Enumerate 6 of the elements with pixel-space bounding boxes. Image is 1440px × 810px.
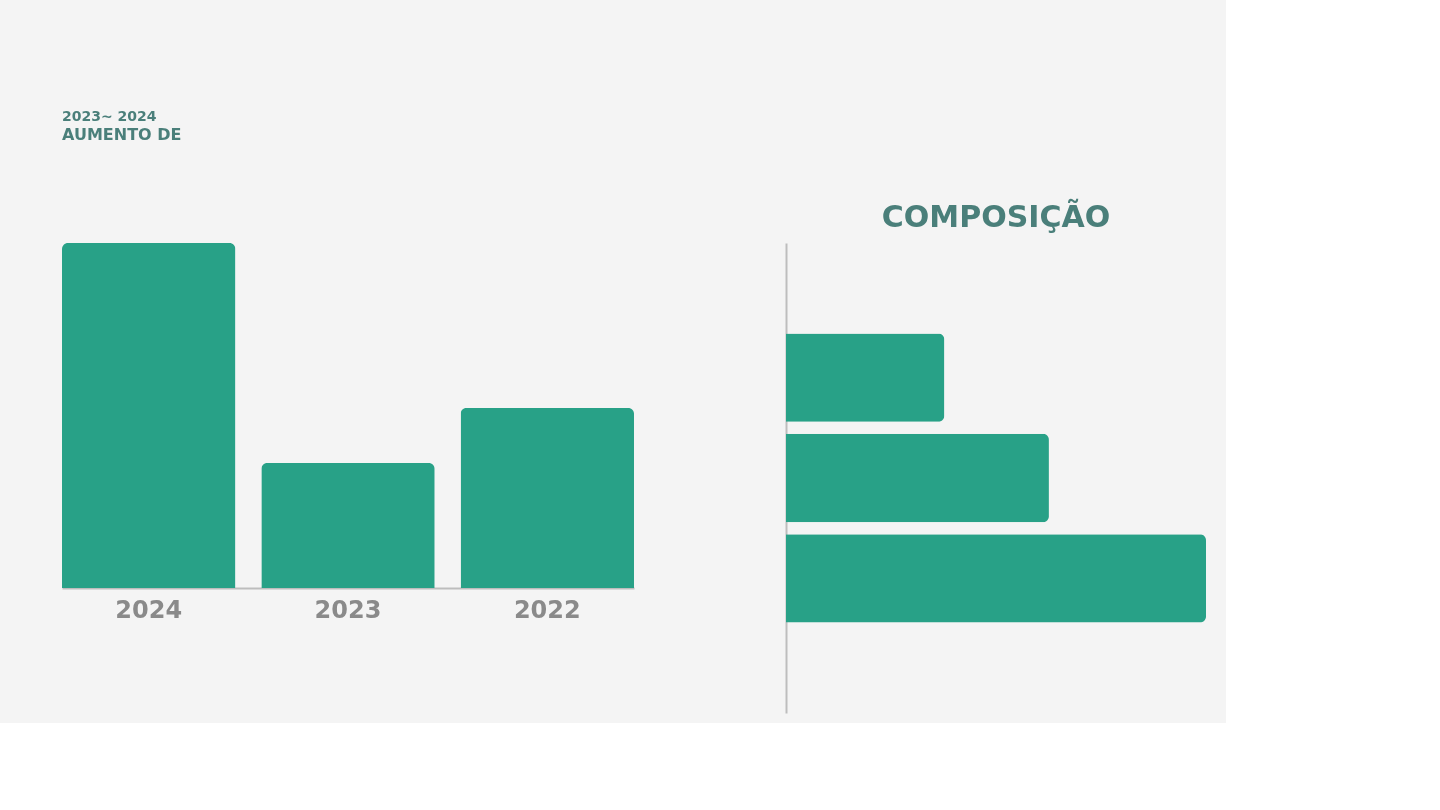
x-tick-label: 2023 (314, 595, 382, 624)
chart-title: COMPOSIÇÃO (881, 198, 1111, 234)
x-tick-label: 2022 (513, 595, 581, 624)
chart-subtitle: AUMENTO DE (62, 125, 182, 144)
chart-title: 2023~ 2024 (62, 108, 157, 124)
x-tick-label: 2024 (115, 595, 183, 624)
